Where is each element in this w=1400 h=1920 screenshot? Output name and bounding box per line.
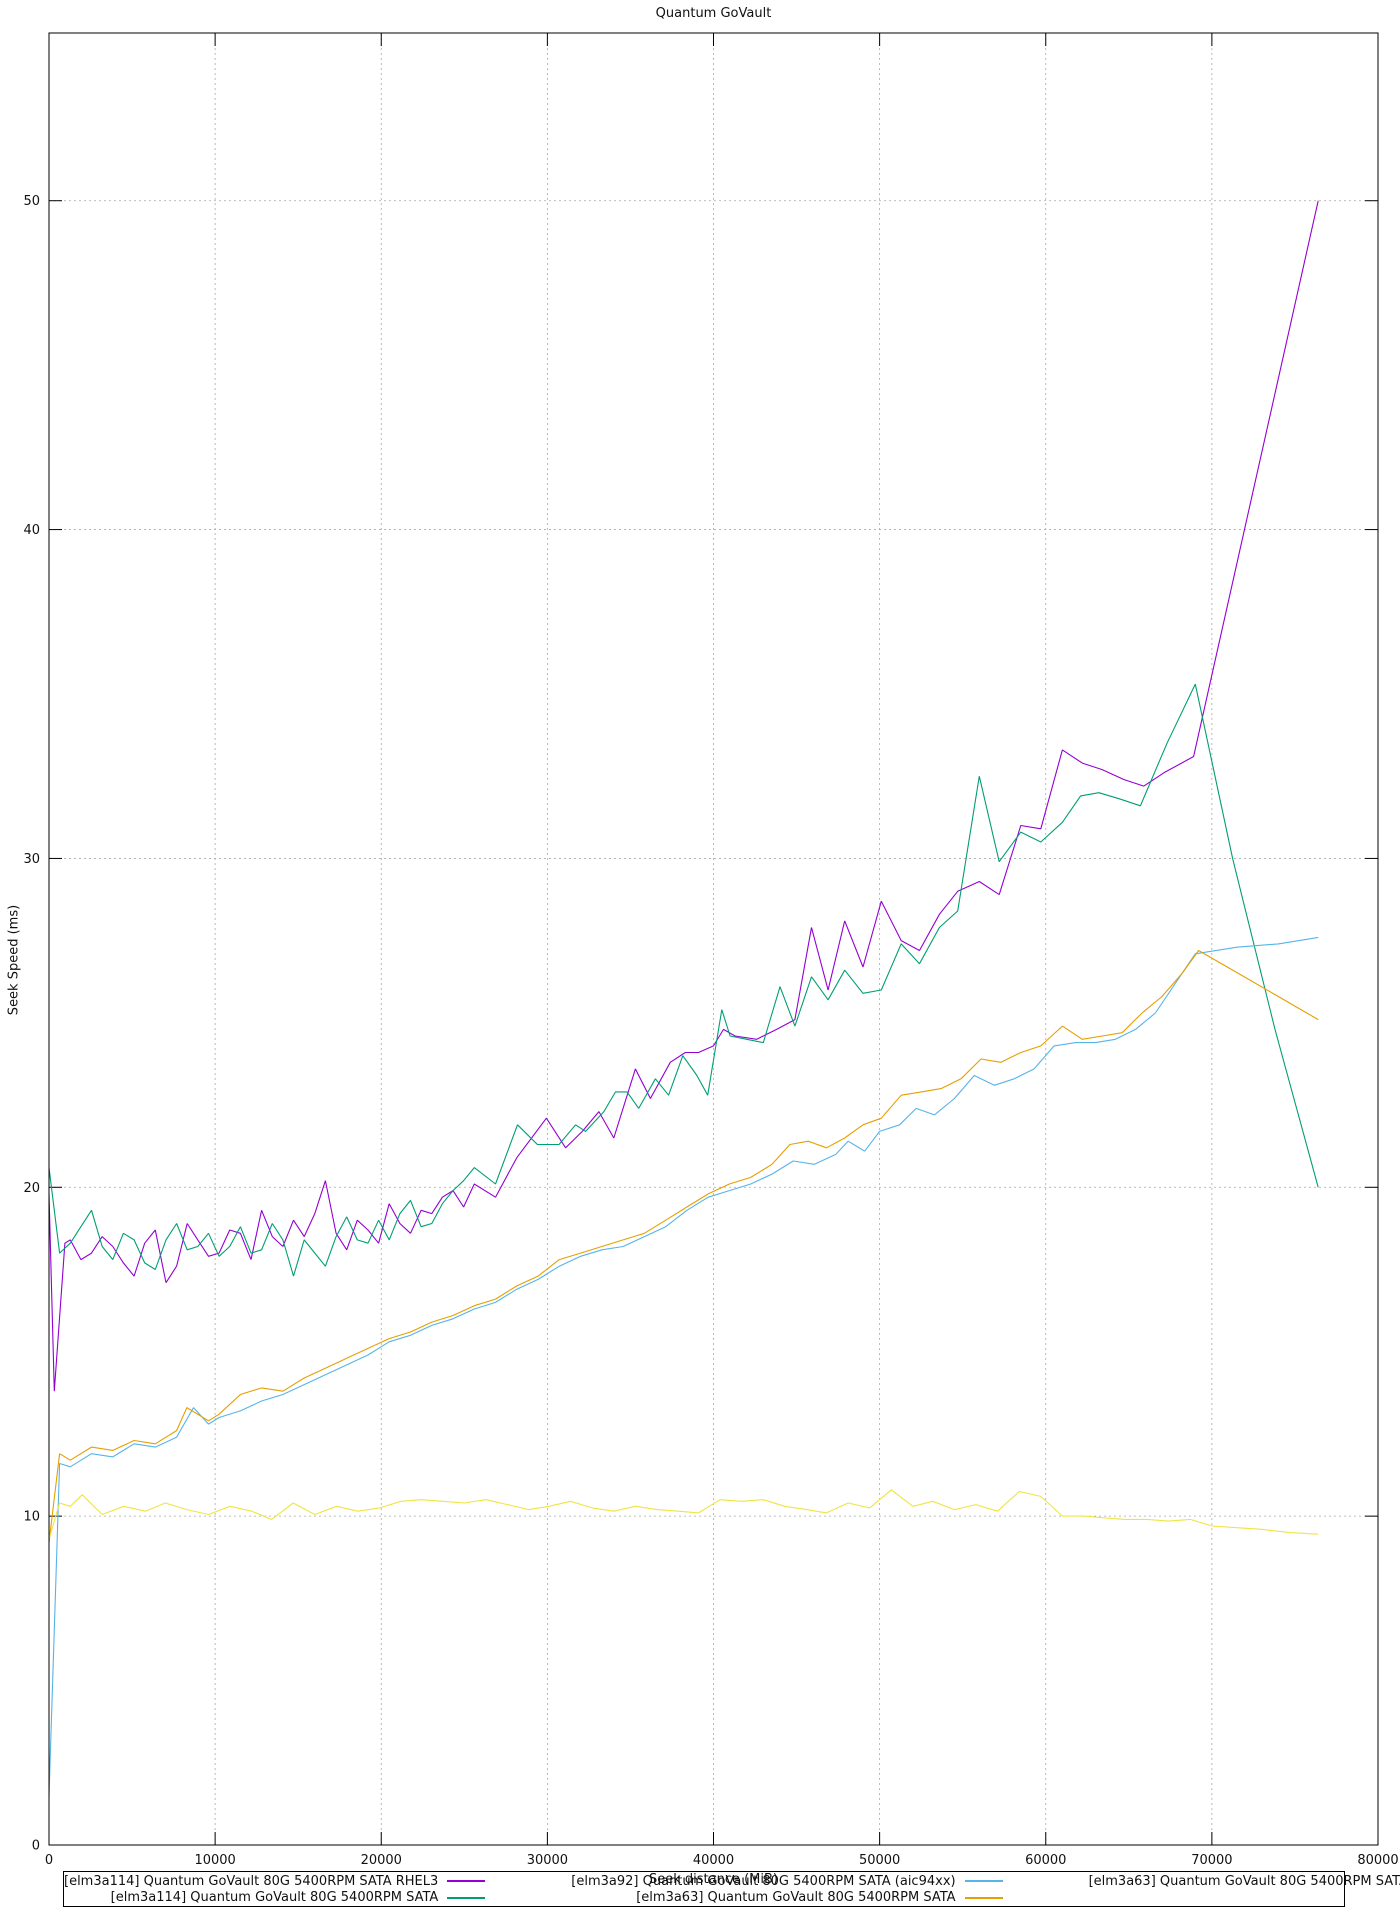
y-tick-label: 30	[23, 852, 40, 867]
x-axis-label: Seek distance (MiB)	[648, 1872, 779, 1887]
series-line-3	[48, 950, 1319, 1543]
legend-item: [elm3a114] Quantum GoVault 80G 5400RPM S…	[64, 1890, 571, 1907]
legend-label: [elm3a114] Quantum GoVault 80G 5400RPM S…	[110, 1890, 439, 1906]
x-tick-label: 30000	[527, 1853, 568, 1868]
y-tick-label: 20	[23, 1181, 40, 1196]
series-line-1	[48, 683, 1319, 1277]
legend-label: [elm3a92] Quantum GoVault 80G 5400RPM SA…	[571, 1873, 956, 1889]
y-tick-label: 0	[32, 1839, 40, 1854]
legend-column: [elm3a63] Quantum GoVault 80G 5400RPM SA…	[1089, 1872, 1400, 1906]
series-line-0	[48, 200, 1319, 1392]
legend-item: [elm3a114] Quantum GoVault 80G 5400RPM S…	[64, 1873, 571, 1890]
x-tick-label: 60000	[1025, 1853, 1066, 1868]
y-tick-label: 50	[23, 194, 40, 209]
legend-swatch	[964, 1880, 1003, 1883]
legend-box: [elm3a114] Quantum GoVault 80G 5400RPM S…	[63, 1871, 1400, 1907]
legend-column: [elm3a114] Quantum GoVault 80G 5400RPM S…	[64, 1872, 571, 1906]
x-tick-label: 80000	[1357, 1853, 1398, 1868]
x-tick-label: 50000	[859, 1853, 900, 1868]
legend-swatch	[447, 1896, 486, 1899]
y-axis-label: Seek Speed (ms)	[6, 904, 22, 1016]
series-line-4	[48, 1489, 1319, 1540]
legend-swatch	[447, 1880, 486, 1883]
legend-label: [elm3a63] Quantum GoVault 80G 5400RPM SA…	[1088, 1874, 1400, 1889]
legend-item: [elm3a92] Quantum GoVault 80G 5400RPM SA…	[571, 1873, 1088, 1890]
x-tick-label: 40000	[693, 1853, 734, 1868]
x-tick-label: 70000	[1191, 1853, 1232, 1868]
chart-title: Quantum GoVault	[655, 6, 772, 21]
legend-item: [elm3a63] Quantum GoVault 80G 5400RPM SA…	[1089, 1873, 1400, 1890]
legend-swatch	[964, 1896, 1003, 1899]
plot-border	[48, 32, 1379, 1846]
y-tick-label: 10	[23, 1510, 40, 1525]
legend-item: [elm3a63] Quantum GoVault 80G 5400RPM SA…	[571, 1890, 1088, 1907]
x-tick-label: 20000	[361, 1853, 402, 1868]
series-line-2	[48, 936, 1319, 1796]
x-tick-label: 0	[45, 1853, 53, 1868]
legend-label: [elm3a114] Quantum GoVault 80G 5400RPM S…	[64, 1873, 439, 1889]
legend-label: [elm3a63] Quantum GoVault 80G 5400RPM SA…	[636, 1890, 956, 1906]
x-tick-label: 10000	[194, 1853, 235, 1868]
y-tick-label: 40	[23, 523, 40, 538]
legend-column: [elm3a92] Quantum GoVault 80G 5400RPM SA…	[571, 1872, 1088, 1906]
